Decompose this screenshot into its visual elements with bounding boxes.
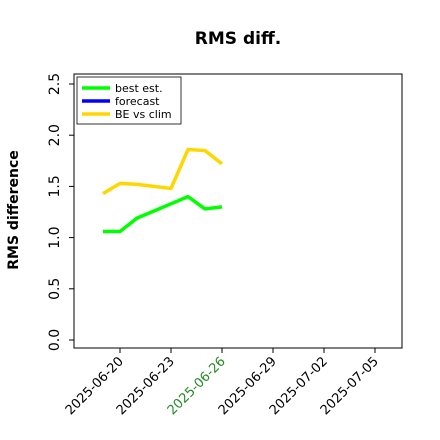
x-axis-ticks: 2025-06-202025-06-232025-06-262025-06-29…: [63, 348, 382, 418]
y-tick-label: 2.5: [47, 73, 63, 95]
y-tick-label: 2.0: [47, 124, 63, 146]
y-tick-label: 1.5: [47, 175, 63, 197]
legend-entry: forecast: [115, 95, 160, 108]
legend-entry: BE vs clim: [115, 108, 172, 121]
y-tick-label: 0.5: [47, 278, 63, 300]
series-line: [102, 147, 224, 196]
series-line: [103, 194, 223, 234]
plot-frame: [73, 73, 403, 349]
y-axis-ticks: 0.0 0.5 1.0 1.5 2.0 2.5: [47, 73, 74, 351]
series-lines: [102, 147, 224, 234]
legend-entry: best est.: [115, 82, 163, 95]
y-tick-label: 0.0: [47, 329, 63, 351]
chart-title: RMS diff.: [195, 29, 281, 49]
y-axis-label: RMS difference: [6, 150, 22, 270]
y-tick-label: 1.0: [47, 226, 63, 248]
